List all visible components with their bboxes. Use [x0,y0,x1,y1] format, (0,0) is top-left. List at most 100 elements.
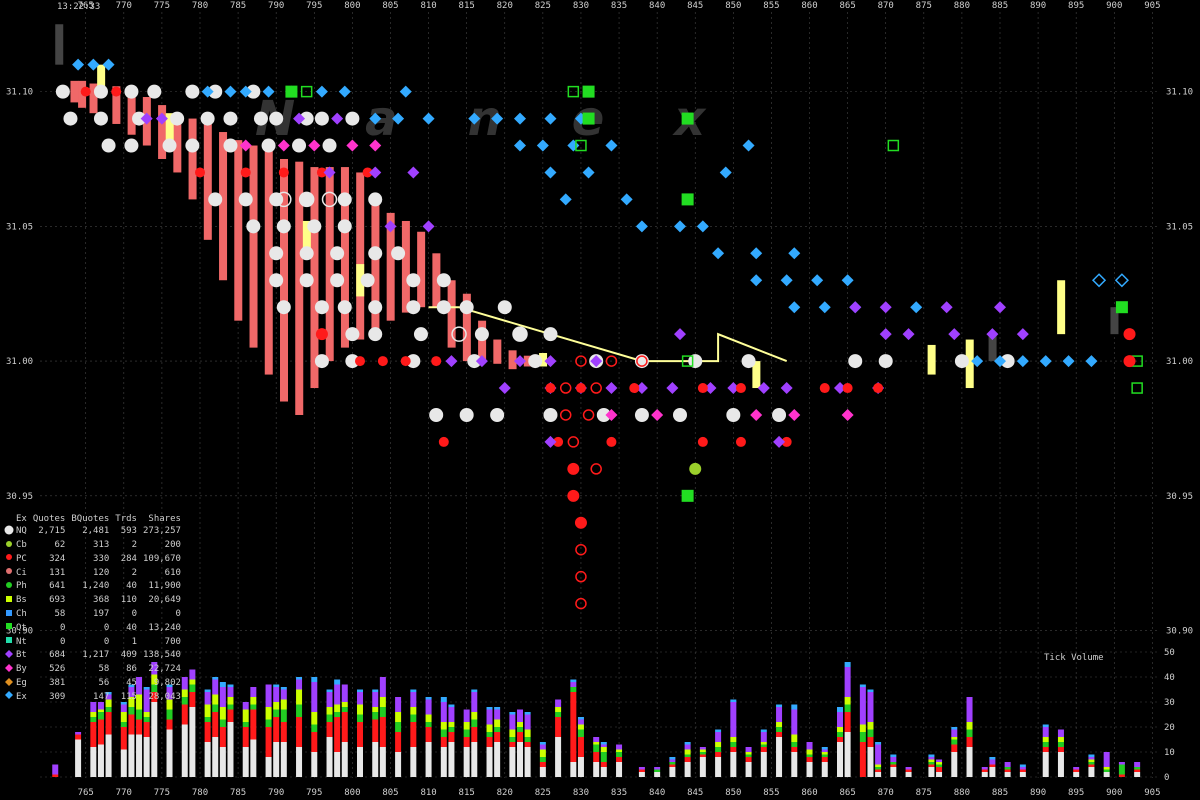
volume-bar-segment [776,722,783,727]
legend-swatch-icon [4,663,14,677]
volume-bar-segment [821,757,828,762]
volume-bar-segment [1118,762,1125,765]
volume-bar-segment [745,747,752,752]
quote-marker [293,112,306,125]
quote-marker [750,408,763,421]
x-tick-label-bottom: 800 [344,788,360,798]
volume-bar-segment [395,712,402,722]
volume-bar-segment [372,712,379,720]
legend-cell-shares: 9,802 [153,678,181,689]
volume-bar-segment [577,757,584,777]
legend-cell-quotes: 381 [49,678,66,689]
quote-marker [337,219,352,234]
x-tick-label-top: 795 [306,1,322,11]
volume-bar-segment [311,712,318,725]
quote-marker [337,192,352,207]
quote-marker [307,219,322,234]
x-tick-label-top: 870 [878,1,894,11]
volume-bar-segment [699,752,706,755]
spread-band-segment [340,167,349,348]
volume-bar-segment [1118,764,1125,775]
legend-swatch-icon [4,608,14,622]
quote-marker [514,112,526,125]
volume-bar-segment [410,722,417,747]
volume-bar-segment [212,679,219,695]
y-tick-label-right: 31.10 [1166,88,1193,98]
volume-bar-segment [296,747,303,777]
volume-bar-segment [577,717,584,720]
quote-marker [246,219,261,234]
volume-bar-segment [212,677,219,680]
volume-bar-segment [227,704,234,710]
legend-row: By 526 58 86 22,724 [4,663,181,677]
axis-labels: 765 765 770 770 775 775 780 780 785 785 790 790 795 7… [6,1,1193,798]
quote-marker [605,408,618,421]
volume-bar-segment [1088,764,1095,767]
volume-bar-segment [821,749,828,752]
spread-band-segment [219,132,228,281]
volume-bar-segment [760,732,767,742]
x-tick-label-top: 765 [78,1,94,11]
quote-marker [788,408,801,421]
quote-marker [788,301,801,314]
volume-bar-segment [425,722,432,727]
quote-marker [368,300,383,315]
quote-marker [582,166,595,179]
quote-marker [849,301,862,314]
x-tick-label-top: 900 [1106,1,1122,11]
volume-bar-segment [151,702,158,777]
volume-bar-segment [539,762,546,767]
legend-swatch-icon [4,566,14,580]
quote-marker [750,274,763,287]
legend-cell-ex: Nt [16,636,27,647]
quote-marker [132,111,147,126]
volume-bar-segment [555,712,562,717]
volume-bar-segment [494,707,501,710]
quote-marker [299,192,314,207]
spread-band-segment [188,118,197,200]
spread-band-segment [310,167,319,389]
volume-bar-segment [334,752,341,777]
volume-bar-segment [151,674,158,685]
volume-bar-segment [570,682,577,687]
legend-cell-ex: Ex [16,691,27,702]
quote-marker [811,274,824,287]
quote-marker [124,138,139,153]
quote-marker [239,85,252,98]
spread-band-segment [539,353,548,367]
trade-marker [574,516,587,529]
volume-bar-segment [1134,767,1141,770]
volume-bar-segment [486,709,493,725]
volume-bar-segment [684,744,691,750]
legend-cell-trds: 593 [120,526,137,537]
volume-bar-segment [905,767,912,770]
volume-tick-label: 30 [1164,698,1175,708]
legend-cell-ex: Ci [16,567,27,578]
quote-marker [750,247,763,260]
volume-bar-segment [859,742,866,777]
volume-bar-segment [379,717,386,747]
legend-cell-shares: 11,900 [148,581,181,592]
volume-bar-segment [1042,727,1049,737]
quote-marker [544,112,557,125]
volume-bar-segment [334,712,341,717]
volume-bar-segment [776,737,783,777]
volume-bar-segment [555,717,562,737]
volume-bar-segment [875,744,882,765]
quote-marker [742,139,755,152]
volume-bar-segment [448,732,455,742]
volume-bar-segment [136,709,143,720]
volume-bar-segment [494,727,501,732]
volume-bar-segment [859,684,866,687]
volume-bar-segment [966,722,973,730]
volume-tick-label: 10 [1164,748,1175,758]
legend-cell-trds: 45 [126,678,137,689]
legend-cell-quotes: 309 [49,691,66,702]
legend-header-trds: Trds [115,514,137,524]
quote-marker-open [451,326,467,342]
volume-bar-segment [936,764,943,767]
volume-bar-segment [791,709,798,735]
volume-bar-segment [227,684,234,687]
volume-bar-segment [1019,772,1026,777]
quote-marker [674,220,686,233]
